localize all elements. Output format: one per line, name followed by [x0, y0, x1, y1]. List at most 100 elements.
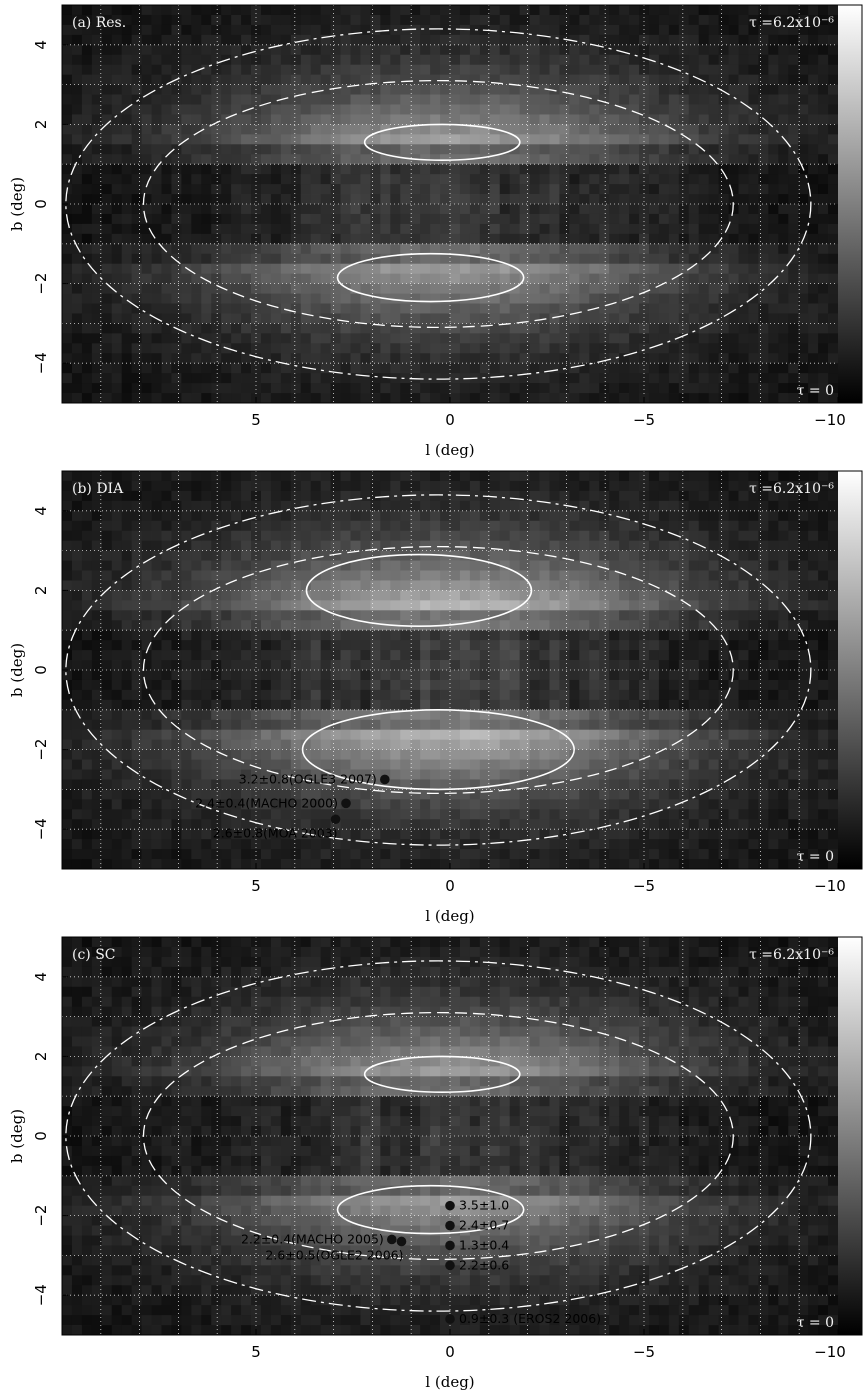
heatmap-cell	[788, 84, 799, 95]
heatmap-cell	[380, 789, 391, 800]
heatmap-cell	[71, 699, 83, 711]
heatmap-cell	[639, 114, 650, 125]
heatmap-cell	[350, 530, 361, 542]
heatmap-cell	[360, 530, 371, 542]
heatmap-cell	[748, 253, 759, 265]
heatmap-cell	[738, 174, 749, 185]
heatmap-cell	[310, 184, 322, 195]
heatmap-cell	[161, 353, 172, 364]
heatmap-cell	[450, 263, 461, 275]
heatmap-cell	[161, 490, 172, 502]
heatmap-cell	[310, 550, 322, 561]
heatmap-cell	[91, 789, 103, 800]
heatmap-cell	[101, 709, 113, 721]
heatmap-cell	[141, 550, 152, 561]
heatmap-cell	[360, 630, 371, 641]
heatmap-cell	[191, 243, 202, 255]
heatmap-cell	[320, 293, 332, 304]
heatmap-cell	[440, 184, 451, 195]
heatmap-cell	[648, 213, 660, 225]
heatmap-cell	[469, 303, 481, 314]
heatmap-cell	[519, 114, 530, 125]
heatmap-cell	[161, 620, 172, 631]
heatmap-cell	[768, 353, 779, 364]
heatmap-cell	[380, 154, 391, 165]
heatmap-cell	[509, 500, 521, 512]
heatmap-cell	[260, 630, 272, 641]
heatmap-cell	[668, 104, 680, 115]
heatmap-cell	[310, 530, 322, 542]
heatmap-cell	[62, 124, 73, 135]
heatmap-cell	[290, 283, 302, 294]
heatmap-cell	[251, 5, 262, 16]
heatmap-cell	[181, 829, 192, 840]
heatmap-cell	[509, 333, 521, 344]
heatmap-cell	[619, 323, 630, 334]
heatmap-cell	[370, 650, 381, 661]
heatmap-cell	[648, 94, 660, 105]
heatmap-cell	[390, 500, 401, 512]
heatmap-cell	[231, 64, 242, 76]
heatmap-cell	[589, 383, 600, 394]
heatmap-cell	[728, 323, 739, 334]
heatmap-cell	[211, 530, 222, 542]
heatmap-cell	[211, 174, 222, 185]
heatmap-cell	[798, 263, 809, 275]
heatmap-cell	[260, 689, 272, 701]
heatmap-cell	[320, 819, 332, 830]
heatmap-cell	[340, 580, 351, 591]
heatmap-cell	[111, 343, 123, 354]
heatmap-cell	[101, 44, 113, 56]
heatmap-cell	[380, 64, 391, 76]
heatmap-cell	[181, 689, 192, 701]
heatmap-cell	[469, 490, 481, 502]
heatmap-cell	[639, 283, 650, 294]
heatmap-cell	[808, 213, 819, 225]
heatmap-cell	[270, 630, 282, 641]
heatmap-cell	[469, 809, 481, 820]
heatmap-cell	[459, 213, 471, 225]
heatmap-cell	[290, 590, 302, 601]
heatmap-cell	[509, 74, 521, 85]
heatmap-cell	[62, 749, 73, 760]
heatmap-cell	[668, 154, 680, 165]
heatmap-cell	[270, 520, 282, 532]
heatmap-cell	[81, 5, 93, 16]
heatmap-cell	[579, 253, 590, 265]
heatmap-cell	[390, 540, 401, 551]
heatmap-cell	[589, 74, 600, 85]
heatmap-cell	[479, 383, 491, 394]
heatmap-cell	[260, 14, 272, 26]
heatmap-cell	[678, 104, 690, 115]
heatmap-cell	[211, 164, 222, 175]
heatmap-cell	[678, 323, 690, 334]
heatmap-cell	[509, 490, 521, 502]
heatmap-cell	[519, 323, 530, 334]
heatmap-cell	[131, 253, 142, 265]
heatmap-cell	[708, 54, 720, 66]
heatmap-cell	[519, 24, 530, 36]
heatmap-cell	[390, 64, 401, 76]
heatmap-cell	[579, 114, 590, 125]
heatmap-cell	[718, 363, 729, 374]
heatmap-cell	[778, 353, 789, 364]
heatmap-cell	[410, 303, 421, 314]
heatmap-cell	[390, 600, 401, 611]
heatmap-cell	[71, 323, 83, 334]
heatmap-cell	[101, 114, 113, 125]
heatmap-cell	[111, 779, 123, 790]
x-axis-label: l (deg)	[425, 441, 474, 459]
heatmap-cell	[320, 54, 332, 66]
heatmap-cell	[559, 134, 570, 145]
heatmap-cell	[589, 243, 600, 255]
heatmap-cell	[340, 829, 351, 840]
heatmap-cell	[71, 670, 83, 681]
heatmap-cell	[450, 94, 461, 105]
heatmap-cell	[479, 759, 491, 770]
heatmap-cell	[270, 590, 282, 601]
heatmap-cell	[290, 194, 302, 205]
heatmap-cell	[231, 660, 242, 671]
heatmap-cell	[639, 263, 650, 275]
heatmap-cell	[758, 144, 769, 155]
heatmap-cell	[509, 353, 521, 364]
